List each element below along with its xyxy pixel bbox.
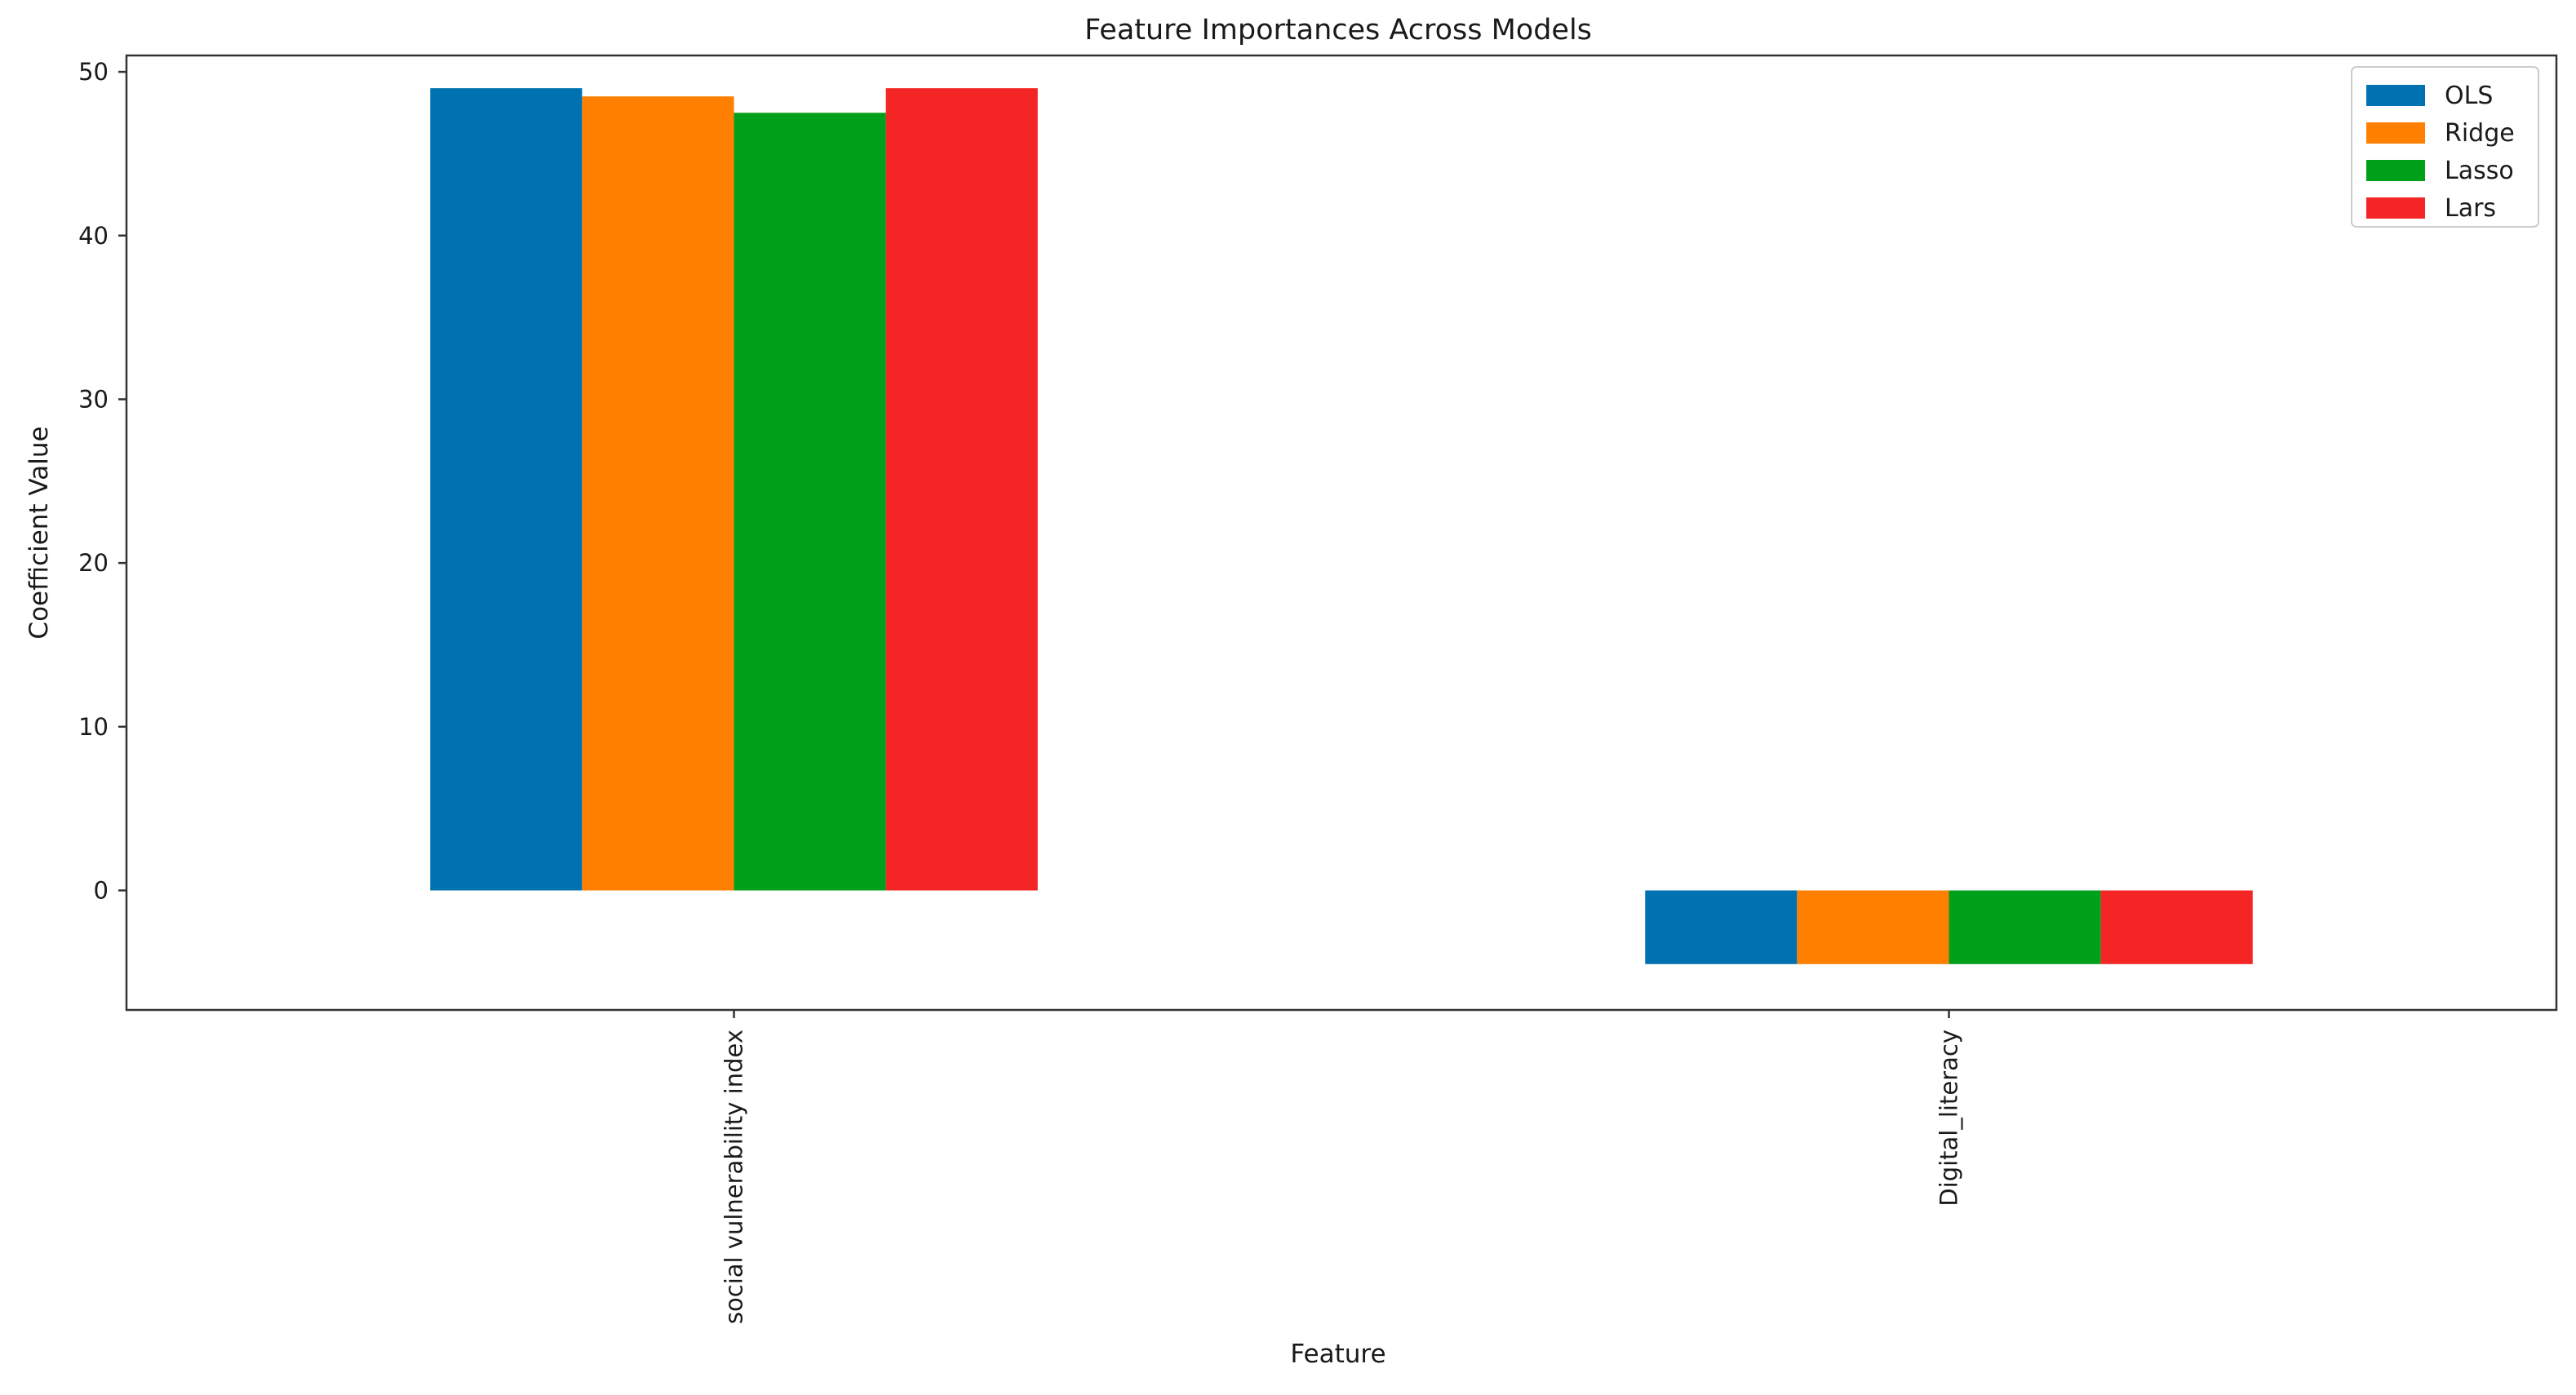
x-axis-label: Feature: [1290, 1340, 1386, 1369]
legend-label-ols: OLS: [2445, 82, 2493, 110]
bar-ols-1: [1645, 890, 1798, 964]
bar-ridge-0: [582, 96, 734, 891]
y-axis-label: Coefficient Value: [24, 426, 54, 639]
legend-swatch-lars: [2366, 197, 2425, 219]
bar-ols-0: [430, 88, 583, 891]
x-tick-label: Digital_literacy: [1935, 1030, 1963, 1207]
y-tick-label: 50: [78, 58, 109, 86]
legend-label-ridge: Ridge: [2445, 119, 2515, 148]
legend-label-lasso: Lasso: [2445, 157, 2514, 185]
y-tick-label: 20: [78, 549, 109, 577]
bar-lasso-1: [1949, 890, 2101, 964]
bars-layer: [430, 88, 2253, 964]
plot-frame: [125, 54, 2558, 1012]
legend-swatch-lasso: [2366, 160, 2425, 181]
bar-ridge-1: [1797, 890, 1949, 964]
y-axis: 0 10 20 30 40 50: [78, 58, 126, 904]
y-tick-label: 30: [78, 385, 109, 413]
y-tick-label: 10: [78, 713, 109, 741]
legend: OLS Ridge Lasso Lars: [2351, 66, 2539, 228]
x-tick-label: social vulnerability index: [720, 1030, 748, 1324]
legend-box: [2351, 66, 2539, 228]
x-axis: social vulnerability index Digital_litera…: [720, 1010, 1963, 1324]
bar-lars-0: [885, 88, 1038, 891]
bar-lars-1: [2100, 890, 2253, 964]
legend-swatch-ols: [2366, 85, 2425, 106]
legend-swatch-ridge: [2366, 122, 2425, 144]
y-tick-label: 0: [94, 876, 109, 904]
bar-lasso-0: [734, 113, 886, 891]
y-tick-label: 40: [78, 222, 109, 250]
legend-label-lars: Lars: [2445, 194, 2496, 223]
chart-title: Feature Importances Across Models: [1084, 14, 1592, 46]
